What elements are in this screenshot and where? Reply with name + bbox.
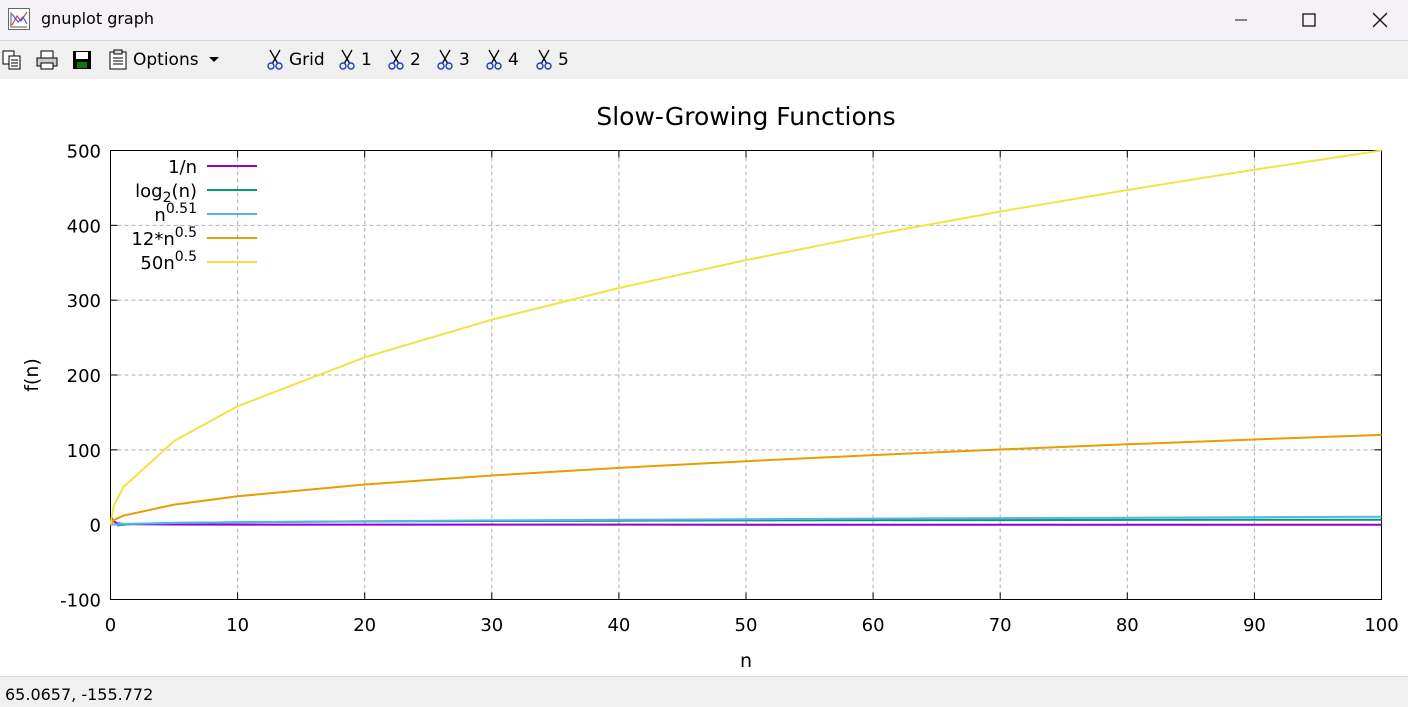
floppy-disk-icon: [73, 51, 91, 69]
scissors-icon: [267, 49, 283, 70]
legend-label: 1/n: [168, 157, 197, 178]
x-tick-label: 0: [105, 615, 116, 636]
mouse-coordinates: 65.0657, -155.772: [5, 685, 154, 704]
x-tick-label: 90: [1243, 615, 1266, 636]
y-tick-label: 100: [67, 441, 101, 462]
axis-ticks: 0 10 20 30 40 50 60 70 80 90 100-10001002003004005…: [60, 142, 1399, 637]
legend-label: log2(n): [135, 181, 197, 206]
series-line: [110, 515, 1382, 526]
options-icon: [109, 49, 127, 70]
y-tick-label: 300: [67, 291, 101, 312]
printer-icon: [36, 50, 58, 70]
x-tick-label: 80: [1116, 615, 1139, 636]
y-axis-label: f(n): [21, 358, 43, 392]
plot-toggle-label: 5: [558, 50, 569, 70]
y-tick-label: 200: [67, 366, 101, 387]
x-tick-label: 10: [226, 615, 249, 636]
toolbar: Options Grid 1 2 3 4 5: [0, 40, 1408, 79]
plot-toggle-label: 3: [459, 50, 470, 70]
scissors-icon: [486, 49, 502, 70]
plot-toggle-3[interactable]: 3: [436, 47, 470, 73]
plot-toggle-5[interactable]: 5: [535, 47, 569, 73]
status-bar: 65.0657, -155.772: [0, 676, 1408, 707]
y-tick-label: 400: [67, 216, 101, 237]
plot-toggle-label: 2: [410, 50, 421, 70]
x-tick-label: 60: [862, 615, 885, 636]
grid-label: Grid: [289, 50, 325, 70]
plot-toggle-2[interactable]: 2: [387, 47, 421, 73]
maximize-button[interactable]: [1274, 0, 1344, 40]
minimize-icon: [1235, 19, 1247, 21]
legend-label: 12*n0.5: [131, 225, 197, 250]
options-menu-button[interactable]: Options: [107, 47, 221, 73]
maximize-icon: [1302, 13, 1316, 27]
x-tick-label: 50: [735, 615, 758, 636]
y-tick-label: -100: [60, 591, 101, 612]
title-bar: gnuplot graph: [0, 0, 1408, 40]
x-tick-label: 40: [607, 615, 630, 636]
grid-toggle-button[interactable]: Grid: [266, 47, 325, 73]
close-icon: [1372, 12, 1388, 28]
y-tick-label: 500: [67, 142, 101, 163]
grid-lines: [110, 150, 1382, 600]
y-tick-label: 0: [90, 516, 101, 537]
plot-toggle-1[interactable]: 1: [338, 47, 372, 73]
legend-label: 50n0.5: [140, 249, 197, 274]
series-line: [109, 149, 1382, 525]
scissors-icon: [536, 49, 552, 70]
copy-button[interactable]: [1, 47, 23, 73]
scissors-icon: [437, 49, 453, 70]
copy-icon: [2, 50, 21, 70]
x-tick-label: 20: [353, 615, 376, 636]
legend-label: n0.51: [154, 201, 197, 226]
plot-canvas[interactable]: Slow-Growing Functions 0 10 20 30 40 50 60 70 80…: [0, 78, 1408, 676]
scissors-icon: [388, 49, 404, 70]
plot-toggle-label: 1: [361, 50, 372, 70]
x-tick-label: 30: [480, 615, 503, 636]
x-tick-label: 70: [989, 615, 1012, 636]
plot-toggle-label: 4: [508, 50, 519, 70]
series-lines: [109, 149, 1382, 527]
close-button[interactable]: [1345, 0, 1408, 40]
minimize-button[interactable]: [1206, 0, 1276, 40]
x-tick-label: 100: [1364, 615, 1398, 636]
print-button[interactable]: [35, 47, 59, 73]
chevron-down-icon: [208, 57, 219, 62]
x-axis-label: n: [740, 650, 752, 672]
plot-toggle-4[interactable]: 4: [485, 47, 519, 73]
series-line: [109, 433, 1382, 526]
save-button[interactable]: [71, 47, 93, 73]
gnuplot-app-icon: [8, 8, 30, 30]
chart-title: Slow-Growing Functions: [596, 102, 895, 131]
options-label: Options: [133, 50, 199, 70]
scissors-icon: [339, 49, 355, 70]
window-title: gnuplot graph: [41, 9, 155, 28]
